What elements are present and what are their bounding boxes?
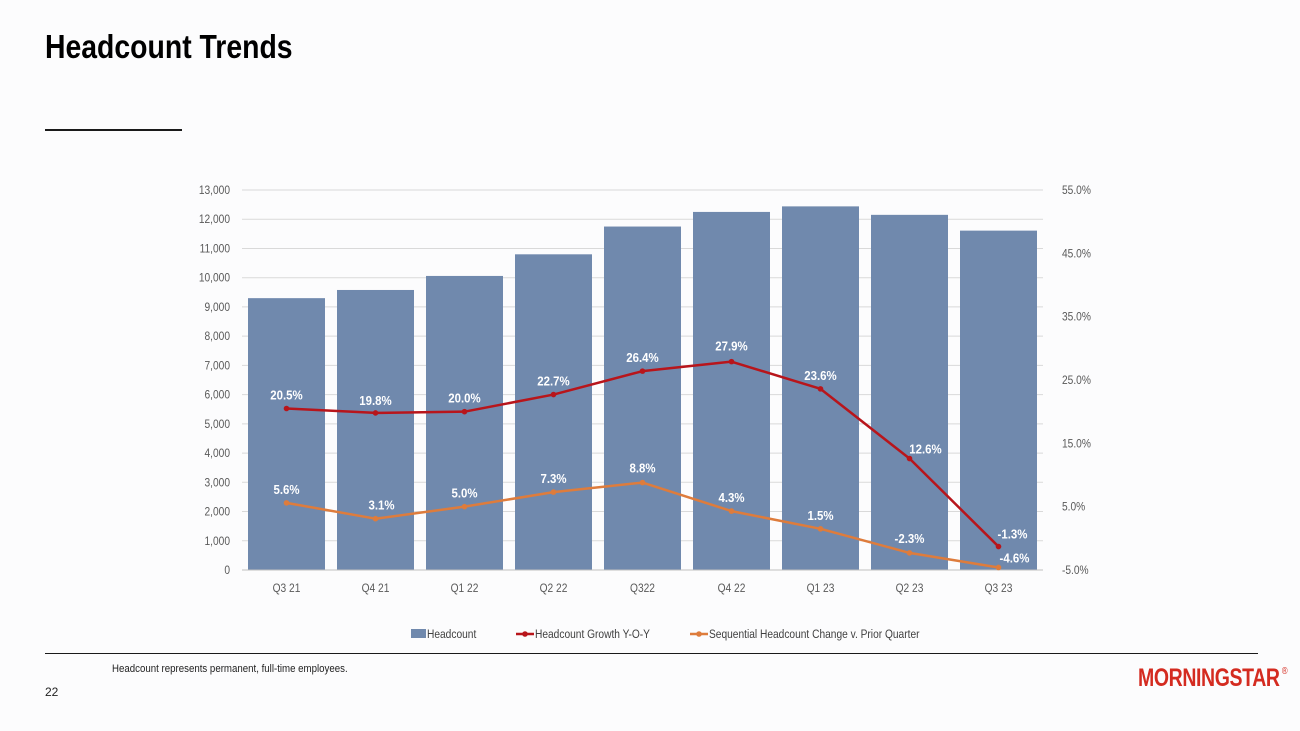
legend-label: Headcount (427, 628, 477, 641)
x-tick-label: Q3 21 (273, 582, 301, 595)
sequential-data-label: 7.3% (540, 471, 566, 486)
bar (515, 254, 592, 571)
sequential-point (461, 503, 468, 510)
title-underline (45, 129, 182, 131)
sequential-data-label: 5.6% (273, 482, 299, 497)
x-tick-label: Q1 23 (807, 582, 835, 595)
growth-point (639, 368, 646, 374)
y2-tick-label: 15.0% (1062, 438, 1091, 451)
growth-data-label: 20.5% (270, 388, 303, 403)
x-tick-label: Q3 23 (985, 582, 1013, 595)
sequential-data-label: 1.5% (807, 508, 833, 523)
sequential-data-label: 3.1% (368, 498, 394, 513)
bar (604, 226, 681, 571)
sequential-data-label: -4.6% (1000, 551, 1030, 566)
y-tick-label: 10,000 (199, 272, 230, 285)
x-tick-label: Q1 22 (451, 582, 479, 595)
y2-tick-label: -5.0% (1062, 564, 1089, 577)
y2-tick-label: 35.0% (1062, 311, 1091, 324)
bar (960, 230, 1037, 570)
y2-tick-label: 45.0% (1062, 248, 1091, 261)
x-tick-label: Q4 21 (362, 582, 390, 595)
legend-swatch-marker (696, 631, 702, 637)
growth-data-label: 20.0% (448, 391, 481, 406)
sequential-point (906, 550, 913, 556)
sequential-data-label: 5.0% (451, 486, 477, 501)
y-tick-label: 3,000 (204, 477, 230, 490)
page-title: Headcount Trends (45, 28, 293, 65)
y-tick-label: 1,000 (204, 535, 230, 548)
legend-label: Headcount Growth Y-O-Y (535, 628, 651, 641)
y-tick-label: 6,000 (204, 389, 230, 402)
bar (426, 275, 503, 570)
logo-text: MORNINGSTAR (1138, 664, 1280, 692)
page-number: 22 (45, 685, 59, 699)
y2-tick-label: 5.0% (1062, 501, 1085, 514)
legend-label: Sequential Headcount Change v. Prior Qua… (709, 628, 920, 641)
registered-mark: ® (1281, 666, 1288, 677)
growth-data-label: 22.7% (537, 374, 570, 389)
y-tick-label: 8,000 (204, 330, 230, 343)
sequential-point (639, 479, 646, 486)
y2-tick-label: 25.0% (1062, 374, 1091, 387)
growth-point (461, 408, 468, 415)
morningstar-logo: MORNINGSTAR ® (1138, 664, 1288, 693)
x-tick-label: Q322 (630, 582, 655, 595)
x-tick-label: Q2 23 (896, 582, 924, 595)
sequential-point (283, 500, 290, 506)
growth-data-label: 12.6% (909, 442, 942, 457)
y-tick-label: 11,000 (200, 243, 230, 256)
sequential-point (817, 526, 824, 532)
y-tick-label: 5,000 (204, 418, 230, 431)
footnote: Headcount represents permanent, full-tim… (112, 663, 348, 675)
footer-divider (45, 653, 1258, 654)
legend-swatch-bar (411, 629, 426, 638)
y-tick-label: 4,000 (204, 447, 230, 460)
y-tick-label: 7,000 (204, 360, 230, 373)
legend-swatch-marker (522, 631, 528, 637)
growth-data-label: 23.6% (804, 368, 837, 383)
growth-point (817, 386, 824, 392)
x-tick-label: Q4 22 (718, 582, 746, 595)
y-tick-label: 13,000 (199, 184, 230, 197)
y-tick-label: 2,000 (204, 506, 230, 519)
y-tick-label: 9,000 (204, 301, 230, 314)
growth-point (283, 405, 290, 412)
growth-point (906, 455, 913, 462)
bar (337, 289, 414, 570)
sequential-point (728, 508, 735, 514)
growth-point (550, 391, 557, 398)
growth-point (995, 543, 1002, 550)
growth-point (372, 410, 379, 416)
growth-data-label: 19.8% (359, 393, 392, 408)
bar (248, 298, 325, 570)
x-tick-label: Q2 22 (540, 582, 568, 595)
y2-tick-label: 55.0% (1062, 184, 1091, 197)
y-tick-label: 0 (224, 564, 230, 577)
sequential-point (550, 489, 557, 495)
growth-data-label: 26.4% (626, 350, 659, 365)
sequential-data-label: -2.3% (895, 531, 925, 546)
bar (871, 214, 948, 570)
sequential-data-label: 4.3% (718, 490, 744, 505)
sequential-data-label: 8.8% (629, 461, 655, 476)
y-tick-label: 12,000 (199, 214, 230, 227)
sequential-point (372, 515, 379, 522)
growth-point (728, 358, 735, 365)
growth-data-label: 27.9% (715, 339, 748, 354)
sequential-point (995, 564, 1002, 571)
growth-data-label: -1.3% (998, 527, 1028, 542)
